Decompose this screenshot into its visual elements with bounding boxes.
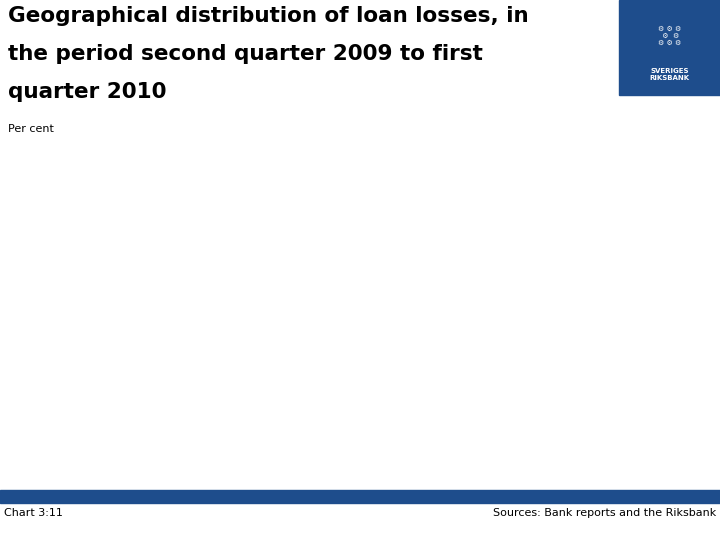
- Text: Per cent: Per cent: [8, 124, 54, 134]
- Text: ⚙ ⚙ ⚙
 ⚙  ⚙
⚙ ⚙ ⚙: ⚙ ⚙ ⚙ ⚙ ⚙ ⚙ ⚙ ⚙: [658, 26, 681, 46]
- Bar: [619, 0, 720, 95]
- Text: SVERIGES
RIKSBANK: SVERIGES RIKSBANK: [649, 68, 690, 80]
- Text: Geographical distribution of loan losses, in: Geographical distribution of loan losses…: [8, 6, 528, 26]
- Text: the period second quarter 2009 to first: the period second quarter 2009 to first: [8, 44, 483, 64]
- Bar: [0, 490, 720, 503]
- Text: Chart 3:11: Chart 3:11: [4, 508, 63, 518]
- Text: Sources: Bank reports and the Riksbank: Sources: Bank reports and the Riksbank: [492, 508, 716, 518]
- Text: quarter 2010: quarter 2010: [8, 82, 166, 102]
